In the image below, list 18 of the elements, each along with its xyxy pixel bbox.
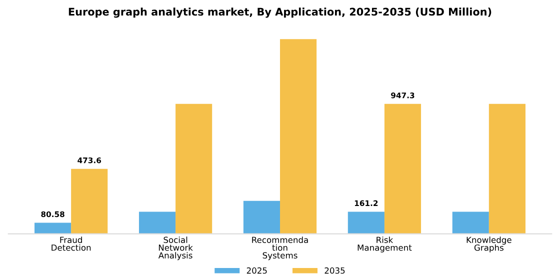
- legend-label: 2035: [324, 267, 345, 274]
- bar: [280, 39, 317, 234]
- bar: [176, 104, 212, 234]
- bar: [348, 212, 384, 234]
- bar: [488, 104, 526, 234]
- bar: [34, 222, 72, 234]
- x-tick-label: Social Network Analysis: [158, 236, 193, 260]
- bar: [384, 104, 422, 234]
- legend-label: 2025: [246, 267, 267, 274]
- x-tick-label: Fraud Detection: [52, 236, 91, 251]
- chart-title: Europe graph analytics market, By Application, 2025-2035 (USD Million): [68, 8, 492, 18]
- x-tick-label: Recommenda tion Systems: [252, 236, 308, 260]
- x-tick-label: Knowledge Graphs: [466, 236, 512, 252]
- bar: [452, 212, 489, 234]
- bar: [138, 212, 176, 234]
- bar: [243, 200, 280, 234]
- bar: [71, 168, 108, 234]
- x-tick-label: Risk Management: [358, 236, 412, 252]
